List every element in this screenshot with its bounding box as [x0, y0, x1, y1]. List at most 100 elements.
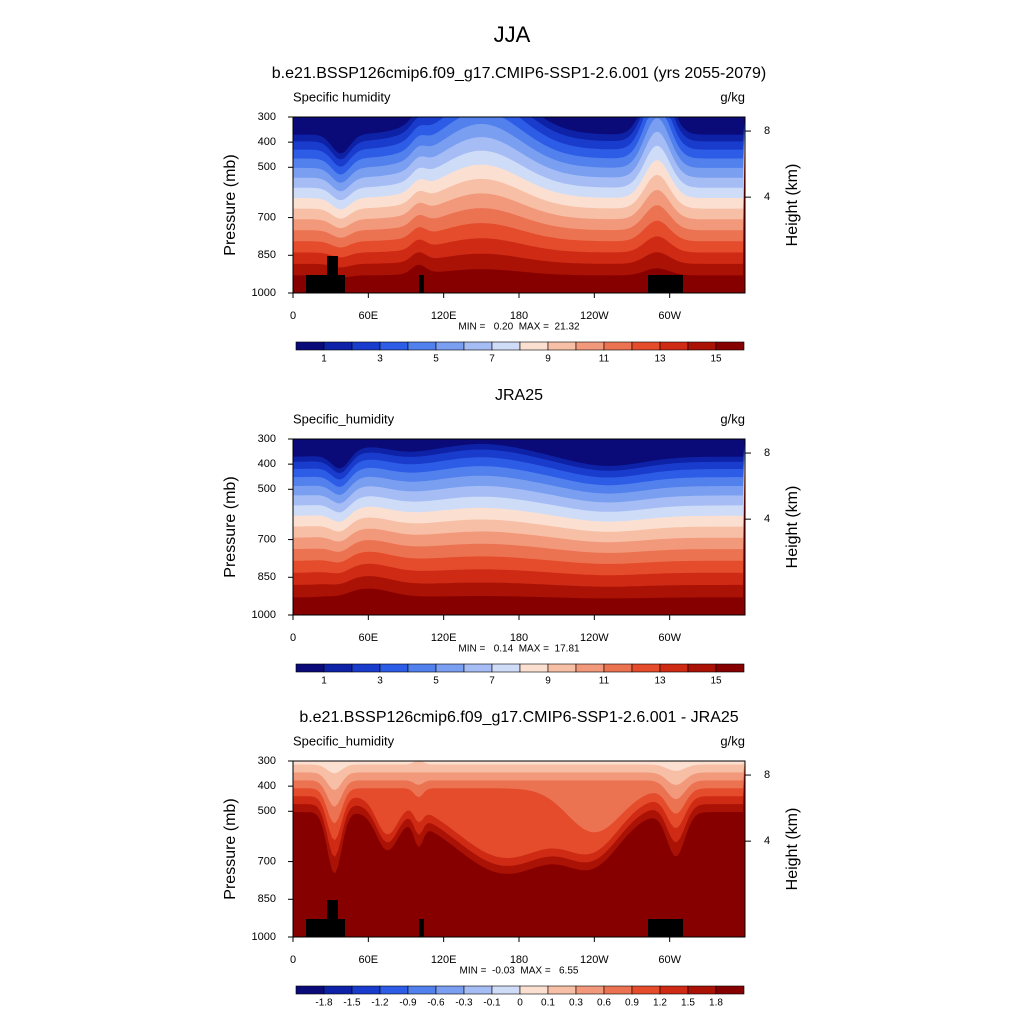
- colorbar-box: [295, 663, 325, 673]
- y-tick-label: 500: [258, 805, 276, 817]
- terrain: [327, 256, 338, 275]
- colorbar-label: 13: [654, 354, 666, 365]
- colorbar-box: [547, 663, 577, 673]
- colorbar-box: [547, 341, 577, 351]
- x-tick-label: 60E: [359, 632, 379, 644]
- colorbar-label: 9: [545, 354, 551, 365]
- x-tick-label: 120W: [580, 310, 609, 322]
- panel-title: b.e21.BSSP126cmip6.f09_g17.CMIP6-SSP1-2.…: [299, 709, 738, 726]
- contour-band: [293, 761, 745, 774]
- x-tick-label: 0: [290, 310, 296, 322]
- y-tick-label: 1000: [252, 609, 276, 621]
- y2-tick-label: 8: [764, 447, 770, 459]
- colorbar-box: [351, 663, 381, 673]
- colorbar-label: 3: [377, 676, 383, 687]
- panel-title: JRA25: [495, 387, 543, 404]
- x-tick-label: 60E: [359, 310, 379, 322]
- x-tick-label: 180: [510, 954, 528, 966]
- y2-tick-label: 4: [764, 513, 770, 525]
- colorbar-box: [575, 985, 605, 995]
- x-tick-label: 60W: [658, 310, 681, 322]
- y-tick-label: 300: [258, 111, 276, 123]
- x-tick-label: 0: [290, 632, 296, 644]
- x-tick-label: 0: [290, 954, 296, 966]
- colorbar-box: [491, 985, 521, 995]
- colorbar-box: [547, 985, 577, 995]
- colorbar-box: [603, 663, 633, 673]
- y-tick-label: 400: [258, 458, 276, 470]
- contour-band: [293, 439, 745, 469]
- colorbar-label: -0.6: [427, 998, 445, 1009]
- colorbar-label: 0: [517, 998, 523, 1009]
- y2-tick-label: 8: [764, 769, 770, 781]
- colorbar-box: [603, 985, 633, 995]
- colorbar-box: [407, 341, 437, 351]
- colorbar-box: [687, 985, 717, 995]
- terrain: [419, 275, 424, 293]
- contour-band: [293, 761, 745, 807]
- y2-axis-title: Height (km): [784, 808, 801, 891]
- units-label: g/kg: [720, 733, 745, 748]
- x-tick-label: 120E: [431, 310, 457, 322]
- colorbar-box: [575, 663, 605, 673]
- colorbar-label: -0.3: [455, 998, 473, 1009]
- colorbar-box: [435, 663, 465, 673]
- colorbar-box: [715, 663, 745, 673]
- colorbar-box: [631, 341, 661, 351]
- colorbar-box: [463, 663, 493, 673]
- colorbar-box: [715, 985, 745, 995]
- colorbar-box: [463, 341, 493, 351]
- terrain: [306, 919, 345, 937]
- y-tick-label: 1000: [252, 931, 276, 943]
- colorbar-label: 7: [489, 676, 495, 687]
- colorbar-box: [295, 341, 325, 351]
- colorbar-box: [631, 985, 661, 995]
- terrain: [419, 919, 424, 937]
- colorbar-box: [323, 341, 353, 351]
- min-max-label: MIN = 0.20 MAX = 21.32: [458, 322, 580, 333]
- min-max-label: MIN = -0.03 MAX = 6.55: [460, 966, 579, 977]
- colorbar-label: 0.1: [541, 998, 555, 1009]
- colorbar-box: [295, 985, 325, 995]
- colorbar-box: [687, 663, 717, 673]
- colorbar-box: [687, 341, 717, 351]
- colorbar-label: -0.1: [483, 998, 501, 1009]
- colorbar-label: -1.5: [343, 998, 361, 1009]
- min-max-label: MIN = 0.14 MAX = 17.81: [458, 644, 580, 655]
- x-tick-label: 120W: [580, 632, 609, 644]
- x-tick-label: 60W: [658, 632, 681, 644]
- variable-label: Specific_humidity: [293, 411, 395, 426]
- colorbar-box: [491, 341, 521, 351]
- colorbar-box: [323, 985, 353, 995]
- colorbar-label: 0.6: [597, 998, 611, 1009]
- y-axis-title: Pressure (mb): [222, 476, 239, 577]
- variable-label: Specific_humidity: [293, 733, 395, 748]
- y-tick-label: 700: [258, 855, 276, 867]
- units-label: g/kg: [720, 89, 745, 104]
- y-tick-label: 500: [258, 483, 276, 495]
- colorbar-label: 0.3: [569, 998, 583, 1009]
- y-tick-label: 700: [258, 533, 276, 545]
- colorbar-label: 1: [321, 354, 327, 365]
- colorbar-label: -1.2: [371, 998, 389, 1009]
- colorbar-box: [379, 663, 409, 673]
- colorbar-box: [519, 663, 549, 673]
- colorbar-label: 0.9: [625, 998, 639, 1009]
- colorbar-box: [379, 341, 409, 351]
- figure-title: JJA: [494, 22, 531, 47]
- colorbar-box: [659, 663, 689, 673]
- y-tick-label: 1000: [252, 287, 276, 299]
- colorbar-box: [351, 985, 381, 995]
- x-tick-label: 120W: [580, 954, 609, 966]
- y-tick-label: 850: [258, 249, 276, 261]
- x-tick-label: 120E: [431, 954, 457, 966]
- colorbar-box: [659, 985, 689, 995]
- colorbar-label: 1.2: [653, 998, 667, 1009]
- colorbar-box: [379, 985, 409, 995]
- contour-band: [293, 761, 745, 790]
- colorbar-box: [519, 341, 549, 351]
- y-tick-label: 300: [258, 755, 276, 767]
- colorbar-label: 15: [710, 676, 722, 687]
- colorbar-label: 1.8: [709, 998, 723, 1009]
- colorbar-label: 7: [489, 354, 495, 365]
